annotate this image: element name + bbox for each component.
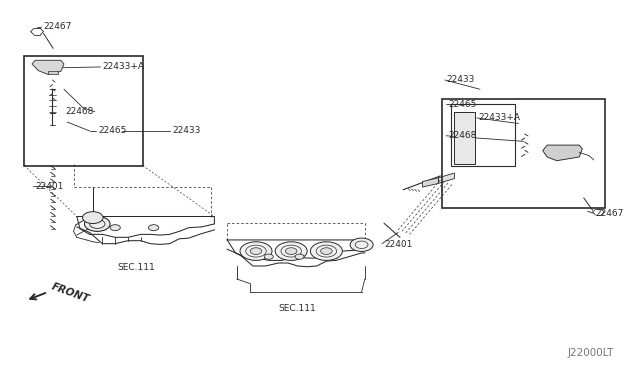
Text: 22467: 22467	[595, 209, 623, 218]
Circle shape	[310, 242, 342, 260]
Text: 22468: 22468	[65, 107, 93, 116]
Circle shape	[250, 248, 262, 254]
Circle shape	[240, 242, 272, 260]
Polygon shape	[48, 71, 58, 74]
Text: 22433+A: 22433+A	[102, 62, 145, 71]
Polygon shape	[543, 145, 582, 161]
Circle shape	[285, 248, 297, 254]
Circle shape	[110, 225, 120, 231]
Circle shape	[264, 254, 273, 259]
Text: 22401: 22401	[35, 182, 63, 190]
Text: 22401: 22401	[384, 240, 412, 249]
Text: FRONT: FRONT	[50, 282, 91, 305]
Text: 22433+A: 22433+A	[479, 113, 521, 122]
Bar	[451, 104, 515, 166]
Text: SEC.111: SEC.111	[117, 263, 155, 272]
Text: SEC.111: SEC.111	[278, 304, 316, 312]
Circle shape	[321, 248, 332, 254]
Bar	[442, 99, 605, 208]
Circle shape	[84, 217, 110, 231]
Text: 22468: 22468	[448, 131, 476, 140]
Bar	[24, 56, 143, 166]
Circle shape	[350, 238, 373, 251]
Bar	[454, 112, 475, 164]
Text: 22465: 22465	[98, 126, 126, 135]
Text: J22000LT: J22000LT	[568, 348, 614, 358]
Polygon shape	[438, 173, 454, 183]
Text: 22433: 22433	[173, 126, 201, 135]
Circle shape	[83, 212, 103, 224]
Circle shape	[148, 225, 159, 231]
Text: 22467: 22467	[44, 22, 72, 31]
Circle shape	[275, 242, 307, 260]
Text: 22465: 22465	[448, 100, 476, 109]
Polygon shape	[32, 60, 64, 74]
Circle shape	[295, 254, 304, 259]
Polygon shape	[422, 178, 438, 187]
Text: 22433: 22433	[447, 76, 475, 84]
